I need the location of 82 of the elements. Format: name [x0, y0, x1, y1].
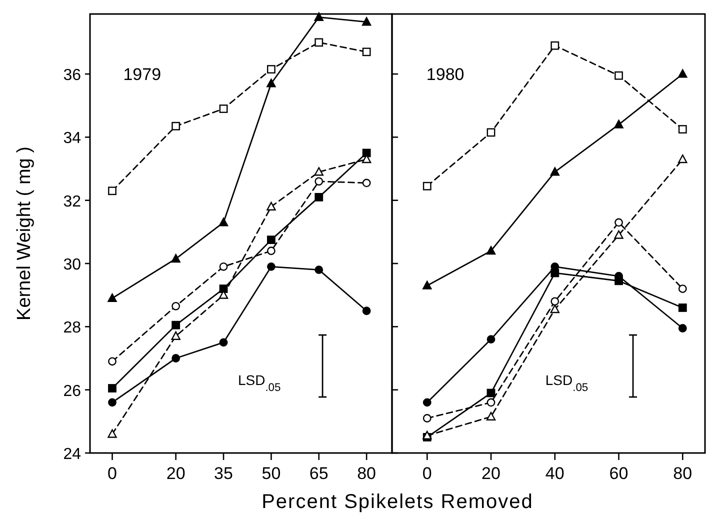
text: 1980: [426, 65, 464, 84]
point: [362, 178, 371, 188]
annotation: LSD$_{.05}$: [545, 372, 588, 394]
x-tick-label: 20: [166, 464, 186, 483]
point: [267, 236, 276, 244]
point: [678, 304, 687, 312]
y-axis-title: Kernel Weight ( mg ): [14, 146, 35, 320]
point: [614, 71, 623, 80]
point: [614, 230, 624, 239]
point: [614, 218, 623, 227]
x-tick-label: 80: [673, 464, 692, 483]
point: [486, 246, 496, 255]
point: [314, 167, 324, 176]
x-tick-label: 0: [108, 464, 117, 483]
x-tick-label: 20: [482, 464, 500, 483]
point: [267, 246, 276, 256]
x-tick-label: 0: [422, 464, 432, 483]
point: [108, 357, 116, 366]
y-tick-label: 32: [63, 193, 82, 210]
point: [267, 65, 276, 74]
x-tick-label: 50: [262, 464, 281, 483]
point: [362, 48, 371, 56]
y-tick-label: 36: [63, 67, 82, 84]
point: [219, 104, 228, 113]
point: [362, 148, 371, 158]
text: 1979: [123, 65, 162, 84]
point: [486, 412, 496, 420]
y-tick-label: 26: [63, 382, 82, 400]
point: [218, 218, 228, 226]
point: [486, 335, 496, 344]
x-tick-label: 65: [309, 464, 328, 483]
point: [314, 38, 324, 47]
point: [422, 280, 432, 290]
point: [422, 430, 432, 440]
y-tick-label: 30: [63, 256, 82, 274]
annotation: LSD$_{.05}$: [238, 372, 281, 394]
point: [486, 388, 496, 398]
point: [314, 12, 324, 21]
point: [678, 154, 688, 164]
point: [108, 384, 116, 392]
x-axis-title: Percent Spikelets Removed: [262, 491, 534, 513]
point: [550, 167, 560, 176]
point: [108, 429, 117, 438]
point: [314, 266, 324, 274]
point: [108, 293, 117, 302]
point: [219, 338, 228, 347]
point: [219, 262, 228, 271]
y-tick-label: 24: [63, 446, 82, 463]
point: [678, 284, 687, 293]
point: [314, 177, 324, 186]
point: [171, 254, 180, 263]
point: [108, 186, 116, 196]
point: [362, 17, 372, 26]
point: [172, 320, 180, 330]
point: [267, 262, 276, 271]
x-tick-label: 60: [609, 464, 628, 483]
point: [550, 304, 560, 314]
point: [486, 398, 496, 407]
point: [266, 78, 276, 88]
point: [362, 306, 371, 316]
point: [172, 122, 180, 130]
x-tick-label: 35: [214, 464, 233, 483]
point: [678, 125, 687, 134]
point: [614, 120, 624, 128]
y-tick-label: 34: [63, 130, 82, 148]
y-tick-label: 28: [63, 320, 82, 337]
point: [678, 324, 687, 332]
point: [678, 69, 688, 78]
point: [171, 331, 180, 340]
point: [550, 41, 560, 50]
point: [108, 398, 116, 407]
point: [422, 414, 432, 422]
point: [422, 182, 432, 190]
x-tick-label: 80: [357, 464, 376, 483]
point: [486, 128, 496, 137]
x-tick-label: 40: [545, 464, 564, 483]
point: [314, 192, 324, 202]
point: [550, 297, 560, 306]
point: [172, 302, 180, 310]
point: [422, 398, 432, 407]
point: [266, 202, 276, 210]
point: [172, 354, 180, 362]
